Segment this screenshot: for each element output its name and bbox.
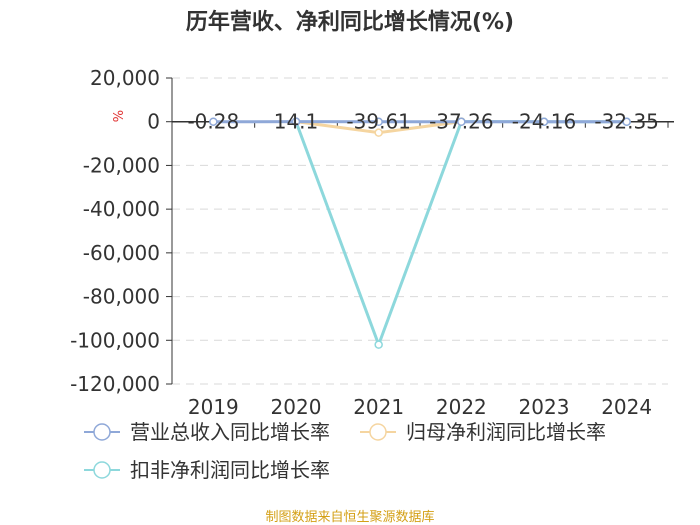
x-tick-label: 2023 <box>519 395 570 419</box>
legend-label: 营业总收入同比增长率 <box>130 420 330 444</box>
y-tick-label: -20,000 <box>83 153 160 177</box>
y-tick-label: 20,000 <box>90 66 160 90</box>
legend-item: 扣非净利润同比增长率 <box>84 458 330 482</box>
data-point <box>374 340 383 349</box>
data-label: 14.1 <box>274 110 319 134</box>
legend-marker <box>369 423 387 441</box>
y-tick-label: -120,000 <box>70 372 160 396</box>
y-tick-label: -100,000 <box>70 328 160 352</box>
data-label: -37.26 <box>429 110 493 134</box>
data-label: -0.28 <box>187 110 239 134</box>
data-point <box>374 117 383 127</box>
data-point <box>374 128 383 137</box>
source-note: 制图数据来自恒生聚源数据库 <box>265 510 435 525</box>
legend-label: 扣非净利润同比增长率 <box>130 458 330 482</box>
grid-layer <box>172 77 668 385</box>
legend-label: 归母净利润同比增长率 <box>406 420 606 444</box>
legend-marker <box>93 461 111 479</box>
series-layer <box>209 117 631 349</box>
y-tick-label: 0 <box>147 110 160 134</box>
data-label: -39.61 <box>346 110 410 134</box>
y-tick-label: -40,000 <box>83 197 160 221</box>
data-point <box>457 117 466 127</box>
data-point <box>291 117 301 126</box>
data-label: -24.16 <box>512 110 576 134</box>
x-tick-label: 2020 <box>271 395 322 419</box>
data-point <box>622 117 631 127</box>
data-label: -32.35 <box>594 110 658 134</box>
data-point <box>539 117 549 127</box>
x-tick-label: 2024 <box>601 395 652 419</box>
x-tick-label: 2021 <box>353 395 404 419</box>
y-tick-label: -60,000 <box>83 241 160 265</box>
x-tick-label: 2022 <box>436 395 487 419</box>
legend-item: 归母净利润同比增长率 <box>360 420 606 444</box>
data-label-layer: -0.28 14.1 -39.61 -37.26 -24.16 -32.35 <box>187 110 658 134</box>
x-tick-label: 2019 <box>188 395 239 419</box>
chart-title: 历年营收、净利同比增长情况(%) <box>185 10 515 35</box>
legend-item: 营业总收入同比增长率 <box>84 420 330 444</box>
y-tick-label: -80,000 <box>83 285 160 309</box>
legend-marker <box>93 423 111 441</box>
data-point <box>209 117 218 126</box>
y-axis-label: % <box>112 110 127 122</box>
series-line <box>294 120 627 349</box>
